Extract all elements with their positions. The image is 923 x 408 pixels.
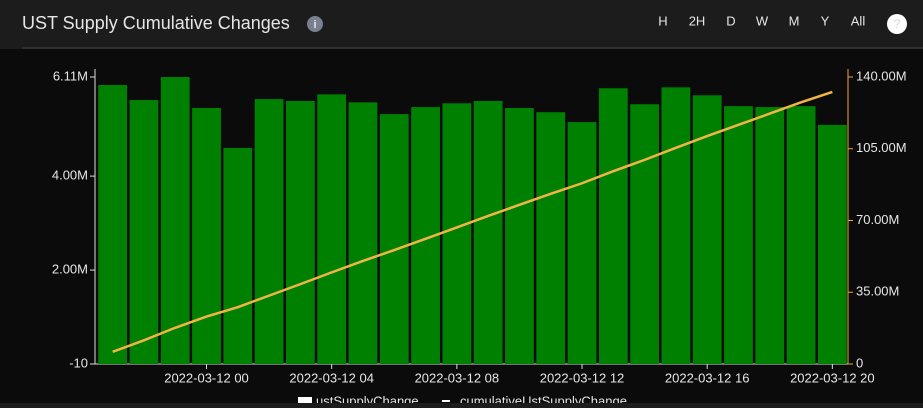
x-tick-label: 2022-03-12 20: [790, 370, 875, 385]
bar: [223, 147, 253, 364]
bar: [630, 104, 659, 364]
bar: [160, 77, 190, 364]
chart-title: UST Supply Cumulative Changes: [22, 13, 290, 33]
range-button[interactable]: H: [658, 13, 667, 28]
legend-label: cumulativeUstSupplyChange: [460, 393, 627, 403]
y-tick-label: 6.11M: [53, 68, 88, 83]
y2-tick-label: 70.00M: [856, 212, 899, 227]
bar: [348, 102, 378, 364]
info-icon[interactable]: [307, 16, 323, 32]
range-buttons: H 2H D W M Y All: [658, 13, 865, 28]
bar: [536, 112, 566, 364]
info-glyph: i: [313, 19, 316, 31]
range-button[interactable]: 2H: [689, 13, 706, 28]
y-tick-label: -10: [69, 355, 88, 370]
bar: [379, 114, 409, 364]
bar: [817, 124, 847, 364]
range-button[interactable]: W: [756, 13, 769, 28]
bar: [192, 108, 221, 364]
bar: [598, 88, 628, 364]
help-icon[interactable]: [887, 14, 907, 34]
range-button[interactable]: All: [851, 13, 866, 28]
bar: [724, 106, 753, 364]
bar: [505, 108, 534, 364]
x-tick-label: 2022-03-12 16: [665, 370, 750, 385]
bar: [567, 122, 597, 364]
legend-swatch: [298, 397, 312, 405]
range-button[interactable]: Y: [821, 13, 830, 28]
bar: [286, 100, 315, 364]
y2-tick-label: 105.00M: [856, 140, 907, 155]
bar: [661, 87, 691, 364]
y2-tick-label: 0: [856, 355, 863, 370]
range-button[interactable]: D: [726, 13, 735, 28]
bar: [755, 107, 785, 364]
y2-tick-label: 35.00M: [856, 284, 899, 299]
bar: [473, 100, 503, 364]
bar: [317, 94, 347, 364]
y-tick-label: 4.00M: [52, 168, 88, 183]
bar: [786, 106, 816, 364]
y-tick-label: 2.00M: [52, 261, 88, 276]
legend-label: ustSupplyChange: [316, 393, 419, 403]
y2-tick-label: 140.00M: [856, 68, 907, 83]
x-tick-label: 2022-03-12 08: [415, 370, 500, 385]
x-tick-label: 2022-03-12 12: [540, 370, 625, 385]
line: [112, 90, 833, 353]
x-tick-label: 2022-03-12 04: [289, 370, 374, 385]
bar: [254, 99, 284, 364]
x-tick-label: 2022-03-12 00: [164, 370, 249, 385]
bar: [129, 100, 159, 364]
bar: [98, 84, 128, 364]
bar: [442, 103, 472, 364]
help-glyph: ?: [893, 16, 902, 32]
range-button[interactable]: M: [789, 13, 800, 28]
